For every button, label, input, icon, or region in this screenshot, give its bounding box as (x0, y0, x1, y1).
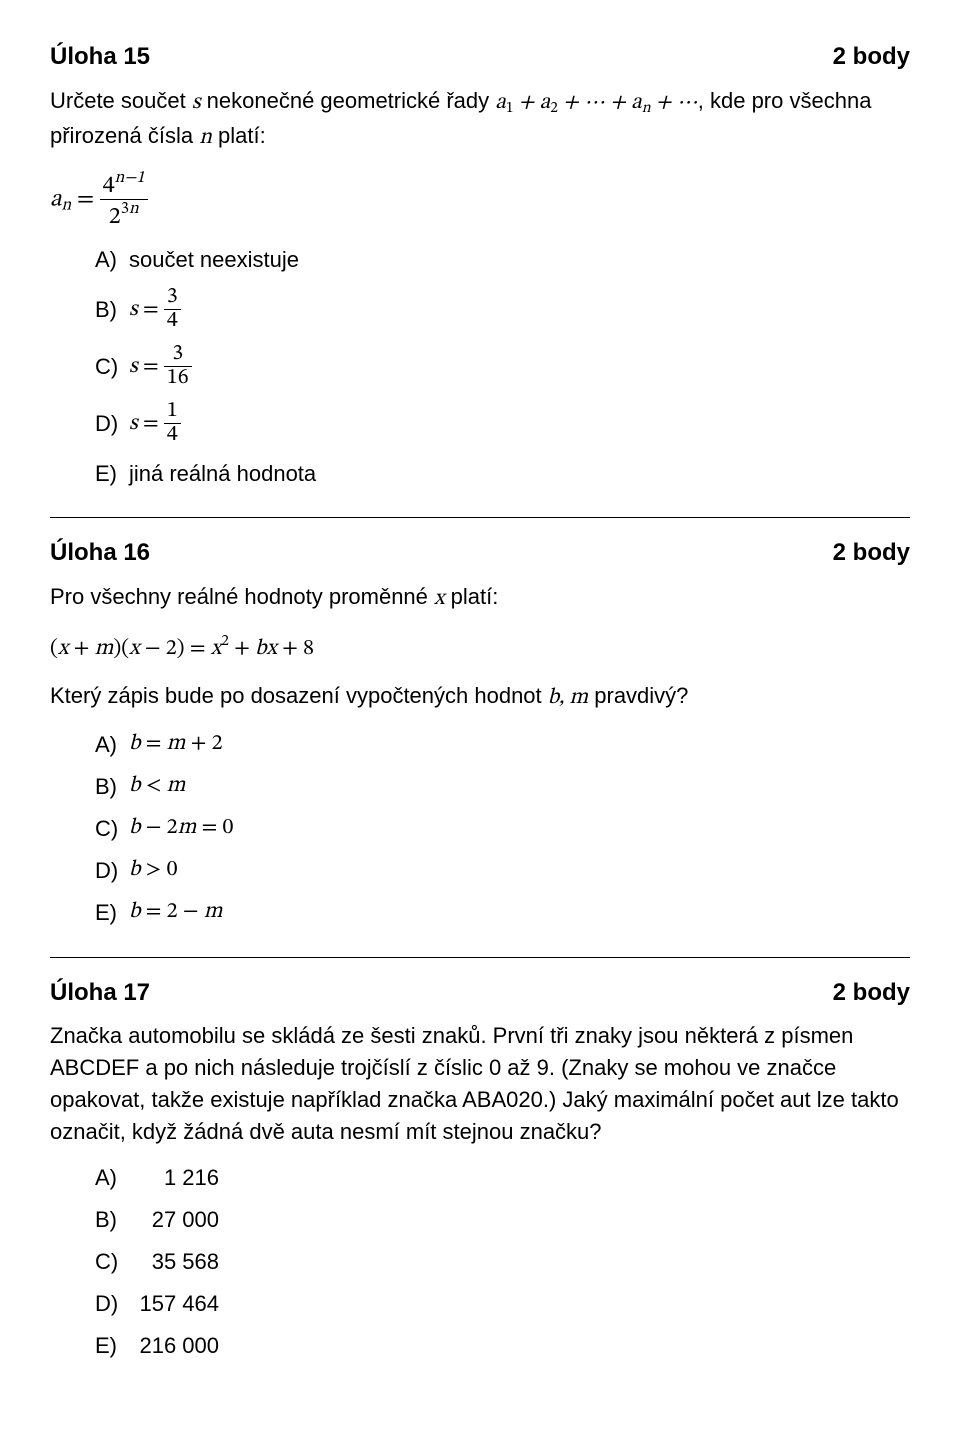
num: 1 (164, 400, 181, 424)
task17-stem: Značka automobilu se skládá ze šesti zna… (50, 1020, 910, 1148)
t16-stem-pre: Pro všechny reálné hodnoty proměnné (50, 584, 434, 609)
page: Úloha 15 2 body Určete součet s nekonečn… (0, 0, 960, 1429)
t15-stem-mid: nekonečné geometrické řady (201, 88, 496, 113)
opt-letter: B) (95, 1204, 129, 1236)
t16-stem-post: platí: (445, 584, 499, 609)
opt-text: b > 0 (129, 855, 910, 887)
t16-opt-E: E) b = 2 − m (95, 897, 910, 929)
opt-letter: A) (95, 244, 129, 276)
t16-var-x: x (434, 588, 445, 610)
task16-stem1: Pro všechny reálné hodnoty proměnné x pl… (50, 581, 910, 616)
opt-text: 27 000 (129, 1204, 219, 1236)
t15-opt-B: B) s = 3 4 (95, 286, 910, 333)
t16-opt-D: D) b > 0 (95, 855, 910, 887)
t16-q-post: pravdivý? (588, 683, 688, 708)
t16-opt-C: C) b − 2m = 0 (95, 813, 910, 845)
num: 3 (164, 286, 181, 310)
task17-points: 2 body (833, 976, 910, 1011)
task17-header: Úloha 17 2 body (50, 976, 910, 1011)
task15-formula: an = 4n−1 23n (50, 169, 910, 231)
opt-letter: A) (95, 1162, 129, 1194)
t17-opt-E: E) 216 000 (95, 1330, 910, 1362)
opt-text: jiná reálná hodnota (129, 458, 910, 490)
opt-text: s = 1 4 (129, 400, 910, 447)
t15-opt-D: D) s = 1 4 (95, 400, 910, 447)
opt-text: b = 2 − m (129, 897, 910, 929)
opt-text: b < m (129, 771, 910, 803)
task16-options: A) b = m + 2 B) b < m C) b − 2m = 0 D) b… (50, 729, 910, 928)
opt-letter: B) (95, 294, 129, 326)
opt-letter: D) (95, 408, 129, 440)
t15-var-s: s (192, 92, 201, 114)
opt-letter: C) (95, 813, 129, 845)
t17-opt-C: C) 35 568 (95, 1246, 910, 1278)
opt-text: 1 216 (129, 1162, 219, 1194)
task16-question: Který zápis bude po dosazení vypočtených… (50, 680, 910, 715)
opt-letter: C) (95, 351, 129, 383)
task16-title: Úloha 16 (50, 536, 150, 571)
task15-points: 2 body (833, 40, 910, 75)
t16-vars-bm: b, m (548, 687, 588, 709)
num: 3 (164, 343, 192, 367)
opt-letter: D) (95, 1288, 129, 1320)
opt-text: 216 000 (129, 1330, 219, 1362)
t15-opt-A: A) součet neexistuje (95, 244, 910, 276)
task15-title: Úloha 15 (50, 40, 150, 75)
t15-stem-end: platí: (212, 123, 266, 148)
opt-letter: B) (95, 771, 129, 803)
task16-header: Úloha 16 2 body (50, 536, 910, 571)
t16-opt-B: B) b < m (95, 771, 910, 803)
opt-text: 157 464 (129, 1288, 219, 1320)
opt-letter: C) (95, 1246, 129, 1278)
t17-opt-B: B) 27 000 (95, 1204, 910, 1236)
task17-options: A) 1 216 B) 27 000 C) 35 568 D) 157 464 … (50, 1162, 910, 1361)
separator (50, 957, 910, 958)
t15-opt-E: E) jiná reálná hodnota (95, 458, 910, 490)
opt-text: s = 3 16 (129, 343, 910, 390)
task17-title: Úloha 17 (50, 976, 150, 1011)
t17-opt-D: D) 157 464 (95, 1288, 910, 1320)
den: 16 (164, 367, 192, 390)
t17-opt-A: A) 1 216 (95, 1162, 910, 1194)
t15-var-n: n (199, 127, 212, 149)
opt-text: b − 2m = 0 (129, 813, 910, 845)
opt-letter: E) (95, 458, 129, 490)
opt-text: s = 3 4 (129, 286, 910, 333)
task15-options: A) součet neexistuje B) s = 3 4 C) s = 3… (50, 244, 910, 489)
t16-q-pre: Který zápis bude po dosazení vypočtených… (50, 683, 548, 708)
t15-opt-C: C) s = 3 16 (95, 343, 910, 390)
den: 4 (164, 424, 181, 447)
opt-letter: D) (95, 855, 129, 887)
task16-points: 2 body (833, 536, 910, 571)
opt-text: 35 568 (129, 1246, 219, 1278)
opt-letter: E) (95, 897, 129, 929)
separator (50, 517, 910, 518)
opt-text: součet neexistuje (129, 244, 910, 276)
task16-equation: (x + m)(x − 2) = x2 + bx + 8 (50, 630, 910, 666)
opt-text: b = m + 2 (129, 729, 910, 761)
task15-header: Úloha 15 2 body (50, 40, 910, 75)
opt-letter: A) (95, 729, 129, 761)
t15-stem-pre: Určete součet (50, 88, 192, 113)
opt-letter: E) (95, 1330, 129, 1362)
den: 4 (164, 310, 181, 333)
t16-opt-A: A) b = m + 2 (95, 729, 910, 761)
task15-stem: Určete součet s nekonečné geometrické řa… (50, 85, 910, 155)
